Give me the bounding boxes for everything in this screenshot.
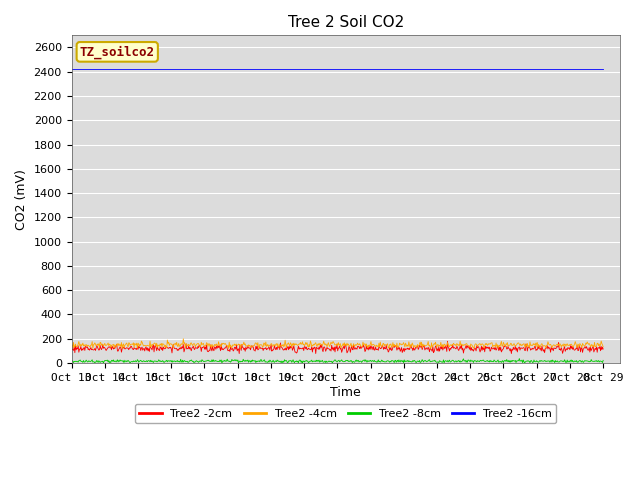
Tree2 -16cm	[68, 66, 76, 72]
Y-axis label: CO2 (mV): CO2 (mV)	[15, 169, 28, 229]
Legend: Tree2 -2cm, Tree2 -4cm, Tree2 -8cm, Tree2 -16cm: Tree2 -2cm, Tree2 -4cm, Tree2 -8cm, Tree…	[135, 404, 556, 423]
Tree2 -2cm	[68, 343, 76, 348]
Tree2 -8cm	[599, 358, 607, 363]
Tree2 -2cm	[472, 348, 480, 354]
Tree2 -16cm	[599, 66, 607, 72]
Tree2 -8cm	[68, 357, 76, 363]
X-axis label: Time: Time	[330, 385, 361, 398]
Tree2 -8cm	[472, 358, 479, 364]
Tree2 -16cm	[471, 66, 479, 72]
Tree2 -2cm	[377, 346, 385, 351]
Tree2 -8cm	[527, 358, 534, 364]
Line: Tree2 -2cm: Tree2 -2cm	[72, 341, 603, 354]
Tree2 -4cm	[599, 344, 607, 349]
Tree2 -2cm	[527, 347, 534, 353]
Tree2 -2cm	[391, 343, 399, 349]
Tree2 -4cm	[392, 343, 399, 348]
Tree2 -8cm	[407, 359, 415, 364]
Tree2 -4cm	[100, 342, 108, 348]
Tree2 -16cm	[376, 66, 384, 72]
Tree2 -4cm	[378, 344, 385, 349]
Tree2 -4cm	[408, 343, 415, 349]
Tree2 -2cm	[599, 346, 607, 352]
Tree2 -2cm	[236, 351, 243, 357]
Tree2 -8cm	[377, 359, 385, 364]
Tree2 -2cm	[444, 338, 451, 344]
Tree2 -16cm	[406, 66, 414, 72]
Text: TZ_soilco2: TZ_soilco2	[80, 45, 155, 59]
Line: Tree2 -8cm: Tree2 -8cm	[72, 359, 603, 363]
Tree2 -4cm	[68, 343, 76, 348]
Tree2 -2cm	[100, 345, 108, 350]
Tree2 -8cm	[299, 360, 307, 366]
Tree2 -16cm	[525, 66, 533, 72]
Tree2 -4cm	[527, 343, 534, 348]
Tree2 -2cm	[407, 343, 415, 348]
Tree2 -16cm	[100, 66, 108, 72]
Title: Tree 2 Soil CO2: Tree 2 Soil CO2	[287, 15, 404, 30]
Tree2 -16cm	[390, 66, 398, 72]
Tree2 -4cm	[179, 336, 187, 342]
Tree2 -4cm	[472, 341, 480, 347]
Tree2 -4cm	[118, 346, 126, 351]
Line: Tree2 -4cm: Tree2 -4cm	[72, 339, 603, 348]
Tree2 -8cm	[391, 358, 399, 363]
Tree2 -8cm	[515, 356, 523, 361]
Tree2 -8cm	[100, 359, 108, 364]
